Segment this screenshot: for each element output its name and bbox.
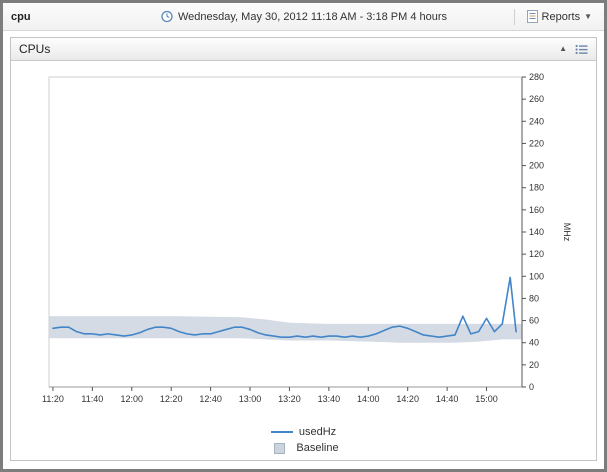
- x-tick-label: 13:20: [278, 394, 301, 404]
- cpus-panel: CPUs ▲ 0 20 40 60 80 100 120 140 160 180 200 220 240…: [10, 37, 597, 461]
- y-tick-label: 120: [529, 249, 544, 259]
- x-tick-label: 14:00: [357, 394, 380, 404]
- collapse-panel-button[interactable]: ▲: [559, 44, 567, 53]
- x-tick-label: 11:20: [42, 394, 64, 404]
- usedhz-line: [52, 276, 517, 338]
- clock-icon: [160, 10, 173, 23]
- x-tick-label: 14:20: [396, 394, 419, 404]
- toolbar: cpu Wednesday, May 30, 2012 11:18 AM - 3…: [3, 3, 604, 31]
- y-tick-label: 220: [529, 138, 544, 148]
- baseline-band: [49, 316, 522, 343]
- chart-container: 0 20 40 60 80 100 120 140 160 180 200 220 240 260 280 M…: [11, 61, 596, 424]
- legend-label-baseline: Baseline: [296, 442, 339, 454]
- y-tick-label: 160: [529, 205, 544, 215]
- cpu-usage-chart: 0 20 40 60 80 100 120 140 160 180 200 220 240 260 280 M…: [42, 72, 572, 404]
- y-tick-label: 60: [529, 316, 539, 326]
- panel-title: CPUs: [19, 42, 51, 56]
- toolbar-right: Reports ▼: [506, 8, 596, 25]
- x-tick-label: 14:40: [436, 394, 459, 404]
- time-range-selector[interactable]: Wednesday, May 30, 2012 11:18 AM - 3:18 …: [160, 10, 447, 23]
- y-tick-label: 200: [529, 161, 544, 171]
- reports-label: Reports: [541, 10, 581, 23]
- y-axis-label: MHz: [562, 223, 572, 242]
- y-tick-label: 80: [529, 293, 539, 303]
- y-tick-label: 140: [529, 227, 544, 237]
- usedhz-line-swatch: [270, 431, 293, 433]
- y-tick-label: 240: [529, 116, 544, 126]
- x-tick-label: 12:40: [199, 394, 222, 404]
- reports-button[interactable]: Reports ▼: [523, 8, 596, 25]
- legend-label-usedhz: usedHz: [298, 426, 337, 438]
- panel-menu-button[interactable]: [575, 44, 588, 55]
- y-tick-label: 0: [529, 382, 534, 392]
- list-menu-icon: [575, 44, 588, 54]
- x-tick-label: 15:00: [475, 394, 498, 404]
- panel-controls: ▲: [559, 44, 588, 55]
- y-tick-label: 20: [529, 360, 539, 370]
- chevron-down-icon: ▼: [584, 12, 592, 21]
- baseline-area-swatch: [273, 442, 285, 454]
- time-range-label: Wednesday, May 30, 2012 11:18 AM - 3:18 …: [177, 10, 448, 23]
- y-tick-label: 280: [529, 72, 544, 82]
- y-tick-label: 180: [529, 183, 544, 193]
- x-tick-label: 11:40: [81, 394, 103, 404]
- y-tick-label: 100: [529, 271, 544, 281]
- x-tick-label: 13:00: [239, 394, 262, 404]
- chart-legend: usedHz Baseline: [11, 424, 596, 460]
- x-tick-label: 13:40: [318, 394, 341, 404]
- toolbar-divider: [513, 8, 515, 25]
- y-tick-label: 260: [529, 94, 544, 104]
- legend-item-usedhz[interactable]: usedHz: [270, 426, 337, 438]
- y-tick-label: 40: [529, 338, 539, 348]
- legend-item-baseline[interactable]: Baseline: [268, 442, 339, 454]
- x-tick-label: 12:00: [121, 394, 144, 404]
- report-icon: [526, 10, 538, 23]
- panel-header: CPUs ▲: [11, 38, 596, 61]
- page-title: cpu: [11, 10, 31, 23]
- x-tick-label: 12:20: [160, 394, 183, 404]
